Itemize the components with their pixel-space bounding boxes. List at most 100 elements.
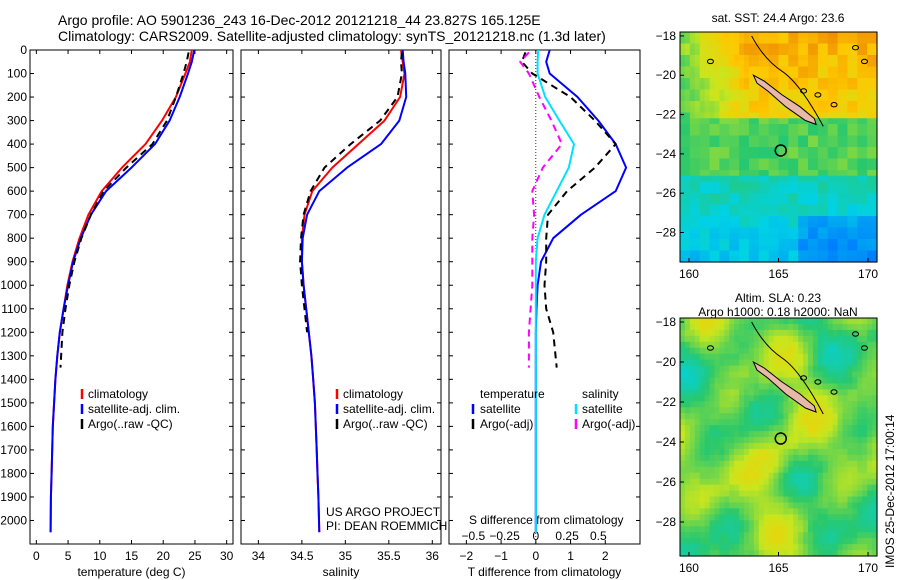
sla-map-cell [837,323,844,331]
sla-map-cell [748,347,755,355]
sst-map-cell [862,118,868,125]
sst-map-cell [817,158,824,165]
depth-tick-label: 400 [7,137,27,151]
sla-map-cell [827,532,834,539]
sst-map-cell [744,187,750,194]
sla-map-cell [842,454,849,462]
sst-map-cell [734,55,740,62]
project-annotation: US ARGO PROJECT [326,505,441,519]
sla-map-cell [857,550,863,557]
sst-map-cell [812,198,819,206]
sst-map-cell [798,244,804,252]
sst-map-cell [744,101,750,108]
sst-map-cell [783,55,789,62]
sst-map-cell [680,244,686,252]
sst-map-cell [719,158,725,165]
sla-map-cell [793,377,799,385]
sst-map-cell [867,198,873,206]
sla-map-cell [719,341,725,349]
sst-map-cell [729,175,735,183]
sla-map-cell [724,442,730,450]
sla-map-cell [694,413,701,420]
sla-map-cell [847,538,853,545]
sla-map-cell [822,347,829,355]
sla-map-cell [867,353,873,361]
sla-map-cell [842,520,849,527]
sst-map-cell [862,256,868,263]
sla-map-cell [680,353,686,361]
sst-map-cell [842,181,849,188]
sla-map-cell [793,437,799,444]
sla-map-cell [867,478,873,486]
sla-map-cell [788,383,794,390]
sst-map-cell [724,227,730,234]
sst-map-cell [753,129,760,137]
sst-map-cell [704,89,711,96]
sla-map-cell [827,341,834,349]
sst-map-cell [867,152,873,160]
sla-map-cell [778,413,785,420]
sla-map-cell [768,448,775,456]
sla-map-cell [739,532,745,539]
sst-map-cell [684,198,691,206]
sla-map-cell [847,329,853,337]
sst-map-cell [699,43,706,50]
sla-map-cell [699,365,706,373]
sst-map-cell [837,239,844,246]
sst-map-cell [684,244,691,252]
sla-map-cell [803,496,809,504]
sla-map-cell [758,359,765,367]
depth-tick-label: 200 [7,90,27,104]
sla-map-cell [680,454,686,462]
sla-map-cell [773,526,780,533]
sla-map-cell [689,383,696,390]
sst-map-cell [847,78,853,85]
sst-map-cell [773,72,780,79]
sst-map-cell [768,43,775,50]
sst-map-cell [689,204,696,211]
sla-map-cell [694,371,701,379]
sla-map-cell [773,460,780,468]
sla-map-field [680,318,878,557]
sla-map-cell [753,496,760,504]
sla-map-cell [719,496,725,504]
sst-map-cell [852,147,858,154]
sla-map-cell [763,329,770,337]
sla-map-cell [808,442,814,450]
sst-map-cell [773,187,780,194]
sst-map-cell [768,37,775,45]
sst-map-cell [719,244,725,252]
sla-map-cell [724,496,730,504]
sla-map-cell [704,401,711,408]
sla-map-cell [724,371,730,379]
depth-tick-label: 1100 [1,302,27,316]
temperature-xtick-label: 10 [93,549,107,563]
sla-map-cell [739,413,745,420]
sst-map-cell [699,256,706,263]
sst-map-cell [862,210,868,217]
sst-map-cell [793,66,799,73]
sst-map-cell [704,193,711,200]
sla-map-cell [773,353,780,361]
sst-map-cell [827,118,834,125]
sst-map-title: sat. SST: 24.4 Argo: 23.6 [712,11,845,25]
sst-map-cell [832,170,839,177]
sst-map-cell [714,204,720,211]
sla-map-cell [719,413,725,420]
sla-map-cell [827,490,834,498]
sla-map-cell [783,329,789,337]
sla-map-cell [694,318,701,325]
sst-map-cell [763,37,770,45]
sla-map-cell [684,341,691,349]
sst-map-cell [827,32,834,39]
sla-map-cell [739,347,745,355]
sst-map-cell [857,141,863,148]
sst-map-cell [827,72,834,79]
sst-map-cell [808,221,814,229]
sla-map-cell [753,347,760,355]
sst-map-cell [744,175,750,183]
sla-map-cell [734,514,740,521]
sla-map-cell [694,359,701,367]
sst-map-cell [719,210,725,217]
salinity-xtick-label: 34 [252,549,266,563]
